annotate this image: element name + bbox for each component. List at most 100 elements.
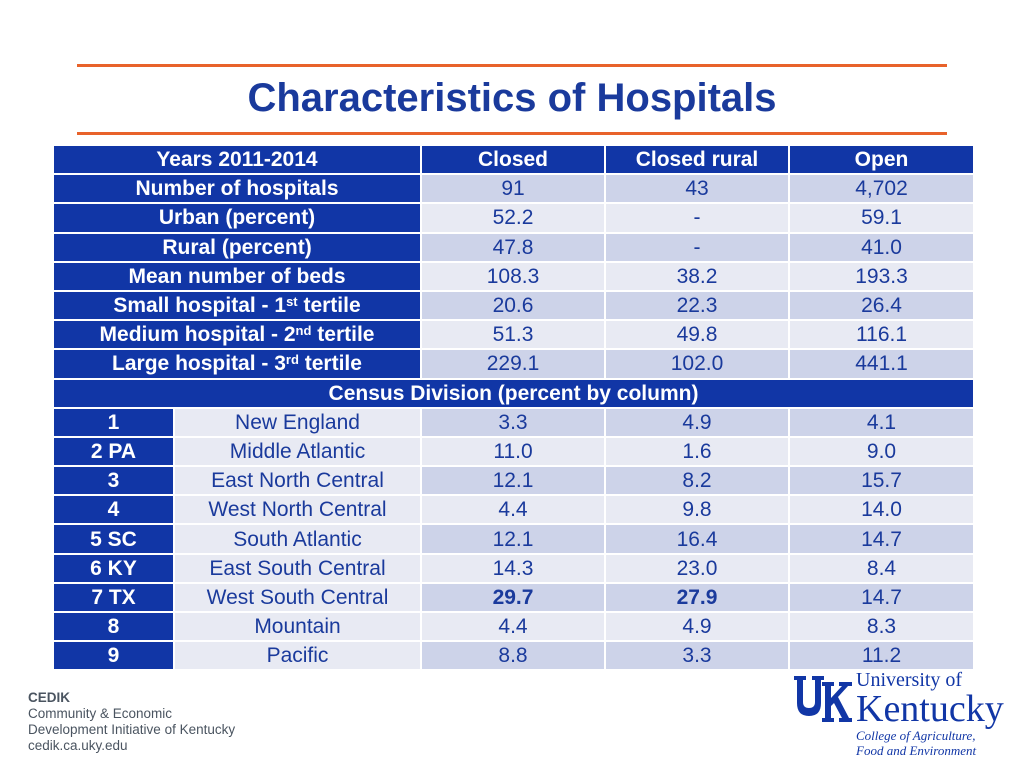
division-name: Mountain	[172, 610, 423, 643]
header-closed: Closed	[420, 143, 607, 176]
uk-wordmark: University of Kentucky	[856, 670, 1004, 728]
cell-closed: 52.2	[420, 202, 607, 234]
table-row: 5 SC South Atlantic 12.1 16.4 14.7	[52, 523, 976, 555]
cell-closed: 4.4	[420, 494, 607, 526]
division-name: Pacific	[172, 640, 423, 672]
table-row: Urban (percent) 52.2 - 59.1	[51, 202, 976, 234]
cell-closed: 8.8	[420, 640, 607, 672]
division-code: 3	[52, 465, 175, 497]
division-code: 7 TX	[52, 581, 175, 614]
cell-closed: 12.1	[420, 465, 607, 497]
cell-closed: 12.1	[420, 523, 607, 555]
division-code: 6 KY	[52, 552, 175, 584]
bottom-rule	[77, 132, 947, 135]
cedik-line: Development Initiative of Kentucky	[28, 722, 236, 737]
cell-closed: 14.3	[420, 552, 607, 584]
table-row: 8 Mountain 4.4 4.9 8.3	[52, 610, 976, 643]
cell-open: 4,702	[788, 173, 976, 205]
row-label-tail: tertile	[298, 352, 362, 376]
division-name: Middle Atlantic	[172, 435, 423, 468]
table-row: 3 East North Central 12.1 8.2 15.7	[52, 465, 976, 497]
uk-college-line: College of Agriculture,	[856, 728, 976, 743]
cell-closed: 51.3	[420, 319, 607, 351]
cell-closed-rural: 9.8	[604, 494, 791, 526]
top-rule	[77, 64, 947, 67]
cell-closed: 20.6	[420, 289, 607, 322]
cell-closed: 47.8	[420, 231, 607, 263]
cell-closed-rural: 4.9	[604, 610, 791, 643]
cell-closed-rural: 43	[604, 173, 791, 205]
division-name: West North Central	[172, 494, 423, 526]
cell-closed-rural: 23.0	[604, 552, 791, 584]
census-division-header: Census Division (percent by column)	[51, 377, 976, 409]
cell-closed: 29.7	[420, 581, 607, 614]
table-row: Small hospital - 1st tertile 20.6 22.3 2…	[51, 289, 976, 322]
cell-open: 8.3	[788, 610, 976, 643]
table-header-row: Years 2011-2014 Closed Closed rural Open	[51, 143, 976, 176]
division-name: New England	[172, 406, 423, 438]
cell-open: 15.7	[788, 465, 976, 497]
table-row: Mean number of beds 108.3 38.2 193.3	[51, 260, 976, 292]
cell-closed: 3.3	[420, 406, 607, 438]
cell-open: 8.4	[788, 552, 976, 584]
cell-closed: 229.1	[420, 348, 607, 380]
table-row: Large hospital - 3rd tertile 229.1 102.0…	[51, 348, 976, 380]
row-label-tail: tertile	[311, 323, 375, 347]
cell-open: 14.7	[788, 581, 976, 614]
table-row: Number of hospitals 91 43 4,702	[51, 173, 976, 205]
cell-closed-rural: -	[604, 231, 791, 263]
cell-closed: 91	[420, 173, 607, 205]
cell-open: 116.1	[788, 319, 976, 351]
division-code: 9	[52, 640, 175, 672]
division-name: West South Central	[172, 581, 423, 614]
row-label: Urban (percent)	[51, 202, 423, 234]
row-label: Medium hospital - 2nd tertile	[51, 319, 423, 351]
cell-closed-rural: 16.4	[604, 523, 791, 555]
row-label: Number of hospitals	[51, 173, 423, 205]
cell-open: 441.1	[788, 348, 976, 380]
cell-closed: 4.4	[420, 610, 607, 643]
uk-college-line: Food and Environment	[856, 743, 977, 758]
cedik-url: cedik.ca.uky.edu	[28, 738, 128, 753]
row-label: Mean number of beds	[51, 260, 423, 292]
cell-closed-rural: 8.2	[604, 465, 791, 497]
row-label: Small hospital - 1st tertile	[51, 289, 423, 322]
cell-open: 26.4	[788, 289, 976, 322]
uk-logo: University of Kentucky College of Agricu…	[792, 670, 1012, 760]
uk-monogram-icon	[794, 676, 852, 722]
cell-closed-rural: 1.6	[604, 435, 791, 468]
row-label: Large hospital - 3rd tertile	[51, 348, 423, 380]
row-label-sup: nd	[295, 323, 312, 339]
row-label-tail: tertile	[297, 294, 361, 318]
uk-kentucky: Kentucky	[856, 688, 1004, 730]
table-row: 6 KY East South Central 14.3 23.0 8.4	[52, 552, 976, 584]
cedik-footer: CEDIK Community & Economic Development I…	[28, 690, 235, 754]
row-label-text: Medium hospital - 2	[99, 323, 296, 347]
page-title: Characteristics of Hospitals	[247, 76, 777, 120]
table-row: 1 New England 3.3 4.9 4.1	[52, 406, 976, 438]
header-closed-rural: Closed rural	[604, 143, 791, 176]
row-label-sup: st	[286, 294, 298, 310]
cell-open: 14.7	[788, 523, 976, 555]
cedik-line: Community & Economic	[28, 706, 173, 721]
cell-open: 4.1	[788, 406, 976, 438]
cell-closed-rural: 38.2	[604, 260, 791, 292]
table-row: 4 West North Central 4.4 9.8 14.0	[52, 494, 976, 526]
cell-open: 14.0	[788, 494, 976, 526]
division-name: East North Central	[172, 465, 423, 497]
table-row: 7 TX West South Central 29.7 27.9 14.7	[52, 581, 976, 614]
header-open: Open	[788, 143, 976, 176]
division-name: East South Central	[172, 552, 423, 584]
row-label: Rural (percent)	[51, 231, 423, 263]
cell-closed: 11.0	[420, 435, 607, 468]
header-years: Years 2011-2014	[51, 143, 423, 176]
cell-open: 193.3	[788, 260, 976, 292]
division-name: South Atlantic	[172, 523, 423, 555]
row-label-text: Large hospital - 3	[112, 352, 286, 376]
cell-closed-rural: 3.3	[604, 640, 791, 672]
uk-university-of: University of	[856, 669, 963, 691]
division-code: 8	[52, 610, 175, 643]
cell-closed-rural: -	[604, 202, 791, 234]
division-code: 1	[52, 406, 175, 438]
cell-open: 41.0	[788, 231, 976, 263]
